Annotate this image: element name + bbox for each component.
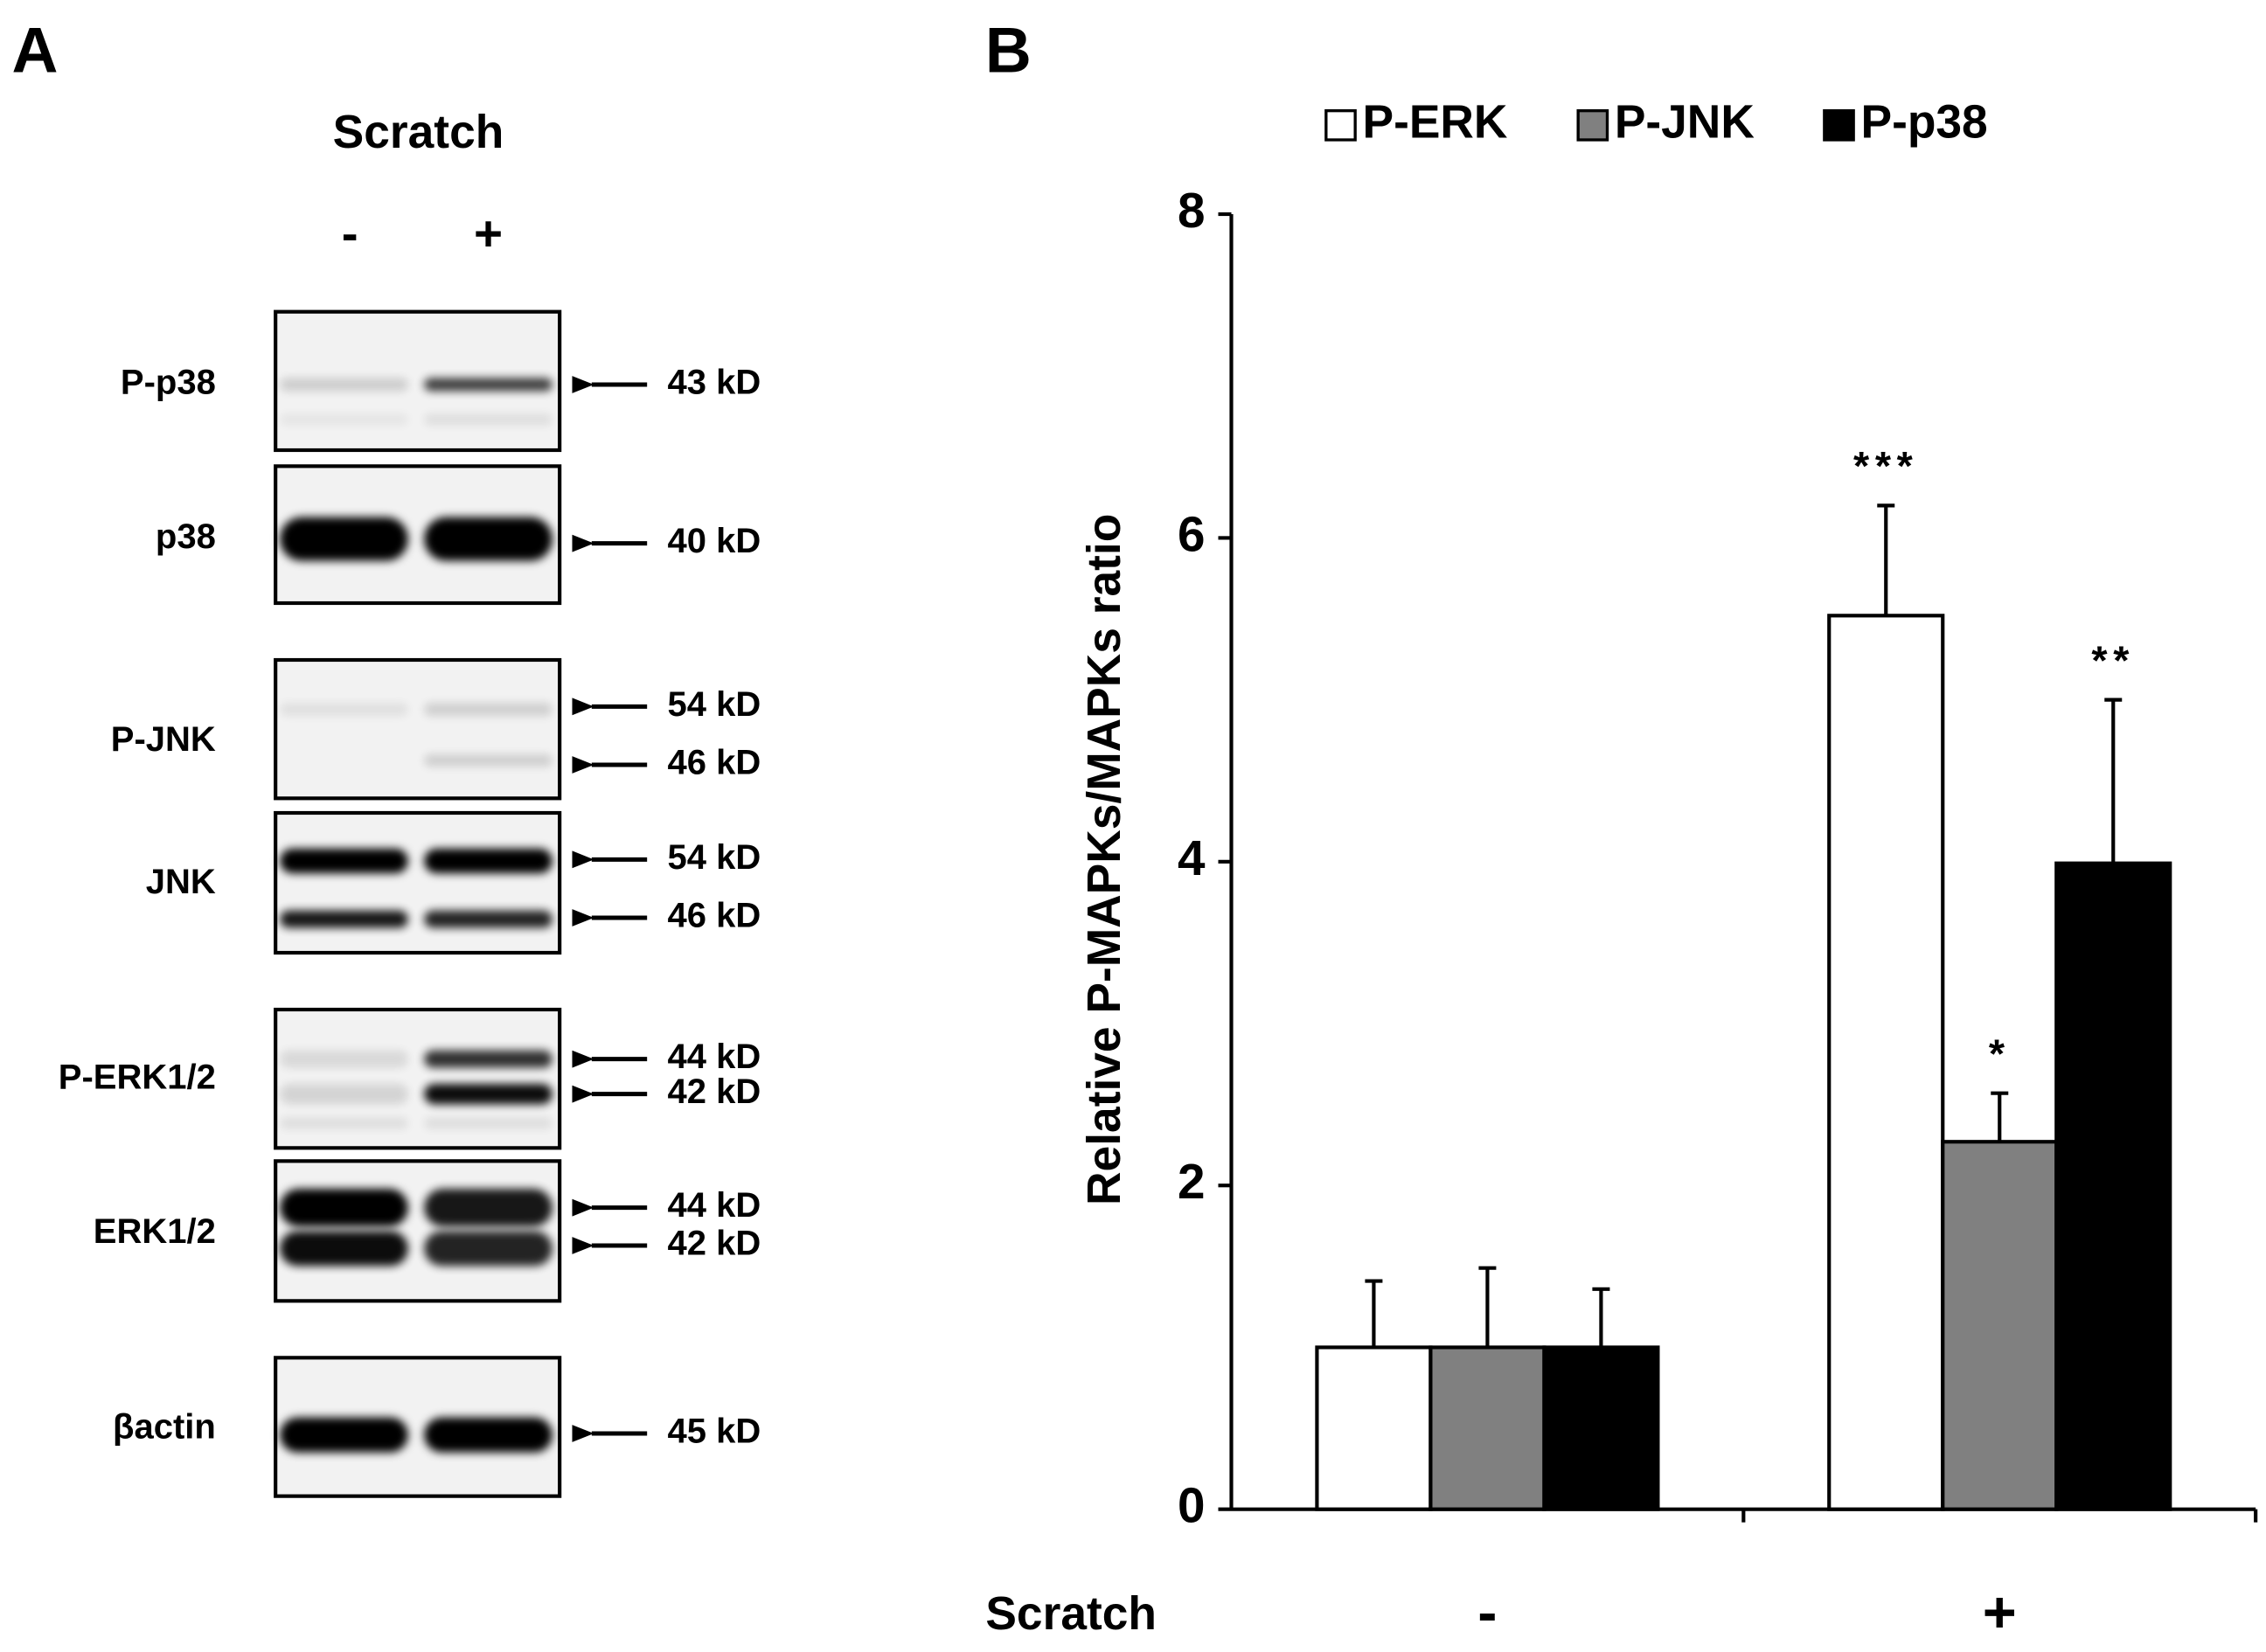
marker-label: 44 kD xyxy=(668,1038,761,1076)
marker-label: 46 kD xyxy=(668,744,761,782)
blot-band xyxy=(280,1117,408,1129)
blot-frame xyxy=(274,309,562,453)
blot-band xyxy=(280,378,408,392)
blot-band xyxy=(280,517,408,561)
marker-label: 40 kD xyxy=(668,522,761,560)
x-tick-label: + xyxy=(1983,1581,2017,1646)
marker-label: 45 kD xyxy=(668,1413,761,1451)
bar xyxy=(1941,1140,2059,1511)
blot-band xyxy=(424,754,553,767)
blot-band xyxy=(424,1050,553,1068)
blot-background xyxy=(275,813,560,953)
blot-band xyxy=(424,1084,553,1105)
marker-label: 46 kD xyxy=(668,897,761,935)
blot-label: P-ERK1/2 xyxy=(59,1059,216,1097)
y-tick-label: 6 xyxy=(1178,507,1206,562)
blot-label: P-p38 xyxy=(121,364,216,402)
blot-frame xyxy=(274,464,562,606)
marker-label: 54 kD xyxy=(668,838,761,877)
bar xyxy=(1428,1345,1547,1511)
legend-label: P-JNK xyxy=(1615,96,1755,148)
blot-band xyxy=(280,1189,408,1227)
blot-band xyxy=(424,1231,553,1267)
marker-label: 44 kD xyxy=(668,1186,761,1225)
y-tick-label: 0 xyxy=(1178,1479,1206,1534)
significance: *** xyxy=(1853,443,1918,489)
blot-band xyxy=(280,848,408,874)
blot-band xyxy=(280,703,408,717)
blot-band xyxy=(424,378,553,392)
significance: * xyxy=(1989,1031,2011,1076)
blot-frame xyxy=(274,657,562,801)
bar xyxy=(1542,1345,1660,1511)
lane-label: + xyxy=(474,207,503,262)
blot-band xyxy=(424,517,553,561)
blot-label: ERK1/2 xyxy=(94,1212,216,1251)
blot-band xyxy=(424,1417,553,1453)
panel-label: A xyxy=(12,15,59,87)
blot-frame xyxy=(274,810,562,955)
blot-band xyxy=(424,910,553,928)
bar xyxy=(1827,614,1945,1511)
blot-label: βactin xyxy=(113,1408,216,1447)
blot-band xyxy=(280,1050,408,1068)
blot-band xyxy=(424,848,553,874)
bar xyxy=(1315,1345,1433,1511)
blot-frame xyxy=(274,1159,562,1303)
legend-swatch xyxy=(1576,109,1609,142)
blot-label: P-JNK xyxy=(111,720,216,759)
blot-frame xyxy=(274,1007,562,1150)
marker-label: 43 kD xyxy=(668,364,761,402)
legend-label: P-ERK xyxy=(1363,96,1508,148)
condition-label: Scratch xyxy=(333,107,504,158)
blot-label: p38 xyxy=(156,517,216,556)
blot-band xyxy=(424,413,553,426)
blot-band xyxy=(424,703,553,717)
legend-label: P-p38 xyxy=(1861,96,1988,148)
y-tick-label: 4 xyxy=(1178,831,1206,886)
y-tick-label: 2 xyxy=(1178,1155,1206,1210)
significance: ** xyxy=(2091,637,2135,683)
blot-background xyxy=(275,660,560,799)
x-tick-label: - xyxy=(1477,1581,1497,1646)
legend-swatch xyxy=(1324,109,1357,142)
panel-label: B xyxy=(985,15,1032,87)
blot-band xyxy=(280,1231,408,1267)
legend-swatch xyxy=(1823,109,1855,142)
x-axis-label: Scratch xyxy=(985,1588,1157,1640)
blot-band xyxy=(280,413,408,426)
blot-band xyxy=(280,1084,408,1105)
blot-frame xyxy=(274,1356,562,1498)
marker-label: 54 kD xyxy=(668,685,761,724)
y-tick-label: 8 xyxy=(1178,184,1206,239)
y-axis-label: Relative P-MAPKs/MAPKs ratio xyxy=(1079,514,1130,1205)
blot-band xyxy=(424,1189,553,1227)
blot-band xyxy=(424,1117,553,1129)
marker-label: 42 kD xyxy=(668,1072,761,1111)
blot-band xyxy=(280,910,408,928)
blot-band xyxy=(280,1417,408,1453)
blot-label: JNK xyxy=(146,863,216,901)
lane-label: - xyxy=(342,207,358,262)
bar xyxy=(2054,861,2172,1511)
marker-label: 42 kD xyxy=(668,1225,761,1263)
